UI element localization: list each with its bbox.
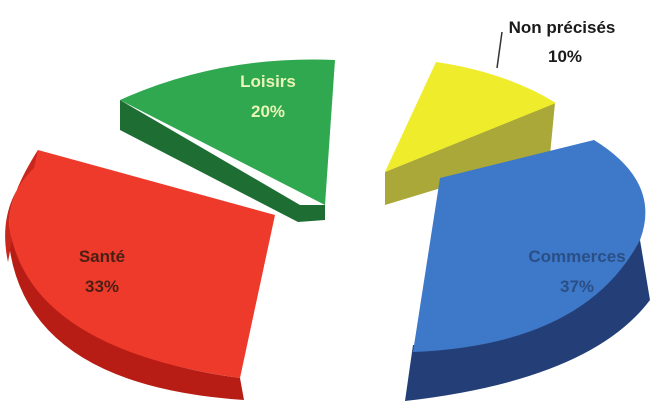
- value-commerces: 37%: [560, 277, 594, 296]
- slice-loisirs-side: [120, 100, 325, 222]
- slice-non-precises-side: [385, 103, 555, 205]
- slice-non-precises: [385, 31, 556, 205]
- slice-commerces-side: [405, 240, 650, 401]
- slice-loisirs: [120, 59, 335, 222]
- slice-commerces: [405, 140, 650, 401]
- label-loisirs: Loisirs: [240, 72, 296, 91]
- label-sante: Santé: [79, 247, 125, 266]
- value-loisirs: 20%: [251, 102, 285, 121]
- slice-sante-top: [9, 150, 276, 378]
- slice-sante-side-left: [5, 150, 39, 262]
- value-non-precises: 10%: [548, 47, 582, 66]
- slice-loisirs-top: [120, 59, 335, 205]
- leader-line-non-precises: [496, 31, 503, 69]
- label-non-precises: Non précisés: [509, 18, 616, 37]
- slice-sante: [5, 150, 276, 400]
- value-sante: 33%: [85, 277, 119, 296]
- slice-non-precises-top: [385, 62, 556, 172]
- label-commerces: Commerces: [528, 247, 625, 266]
- slice-commerces-top: [413, 140, 646, 352]
